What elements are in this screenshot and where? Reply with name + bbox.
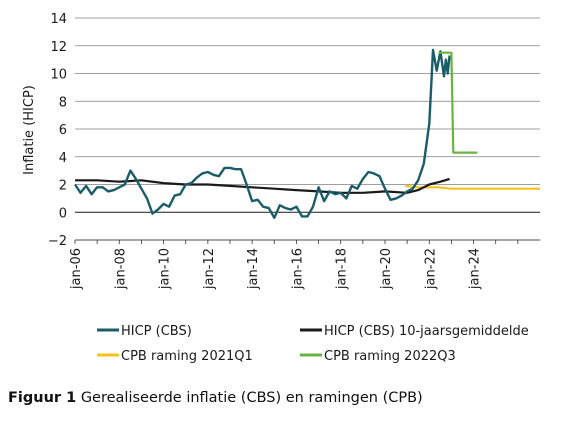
figure-caption: Figuur 1 Gerealiseerde inflatie (CBS) en…: [8, 390, 423, 406]
series-line: [438, 51, 478, 154]
caption-text: Gerealiseerde inflatie (CBS) en ramingen…: [80, 390, 423, 406]
x-tick-label: jan-14: [246, 248, 261, 290]
x-tick-label: jan-20: [379, 248, 394, 290]
y-tick-label: −2: [48, 234, 67, 249]
y-tick-label: 12: [50, 40, 67, 55]
x-tick-label: jan-10: [158, 248, 173, 290]
y-tick-label: 4: [59, 151, 67, 166]
x-tick-label: jan-16: [290, 248, 305, 290]
legend-label: HICP (CBS) 10-jaarsgemiddelde: [324, 324, 529, 339]
x-tick-label: jan-08: [113, 248, 128, 290]
y-axis-label: Inflatie (HICP): [22, 85, 37, 175]
series-line: [75, 177, 450, 194]
x-tick-label: jan-22: [423, 248, 438, 290]
y-tick-label: 8: [59, 95, 67, 110]
y-tick-label: 14: [50, 12, 67, 27]
x-tick-label: jan-24: [468, 248, 483, 290]
series-lines: [73, 48, 540, 220]
legend-label: CPB raming 2021Q1: [121, 349, 253, 364]
y-tick-label: 2: [59, 179, 67, 194]
y-tick-label: 6: [59, 123, 67, 138]
x-tick-label: jan-12: [202, 248, 217, 290]
y-tick-label: 10: [50, 68, 67, 83]
legend-label: HICP (CBS): [121, 324, 192, 339]
series-line: [73, 48, 451, 220]
legend-label: CPB raming 2022Q3: [324, 349, 456, 364]
caption-label: Figuur 1: [8, 390, 77, 406]
gridlines: [75, 17, 540, 241]
legend: HICP (CBS) HICP (CBS) 10-jaarsgemiddelde C…: [97, 324, 529, 364]
y-tick-label: 0: [59, 206, 67, 221]
x-tick-label: jan-06: [69, 248, 84, 290]
x-tick-label: jan-18: [335, 248, 350, 290]
